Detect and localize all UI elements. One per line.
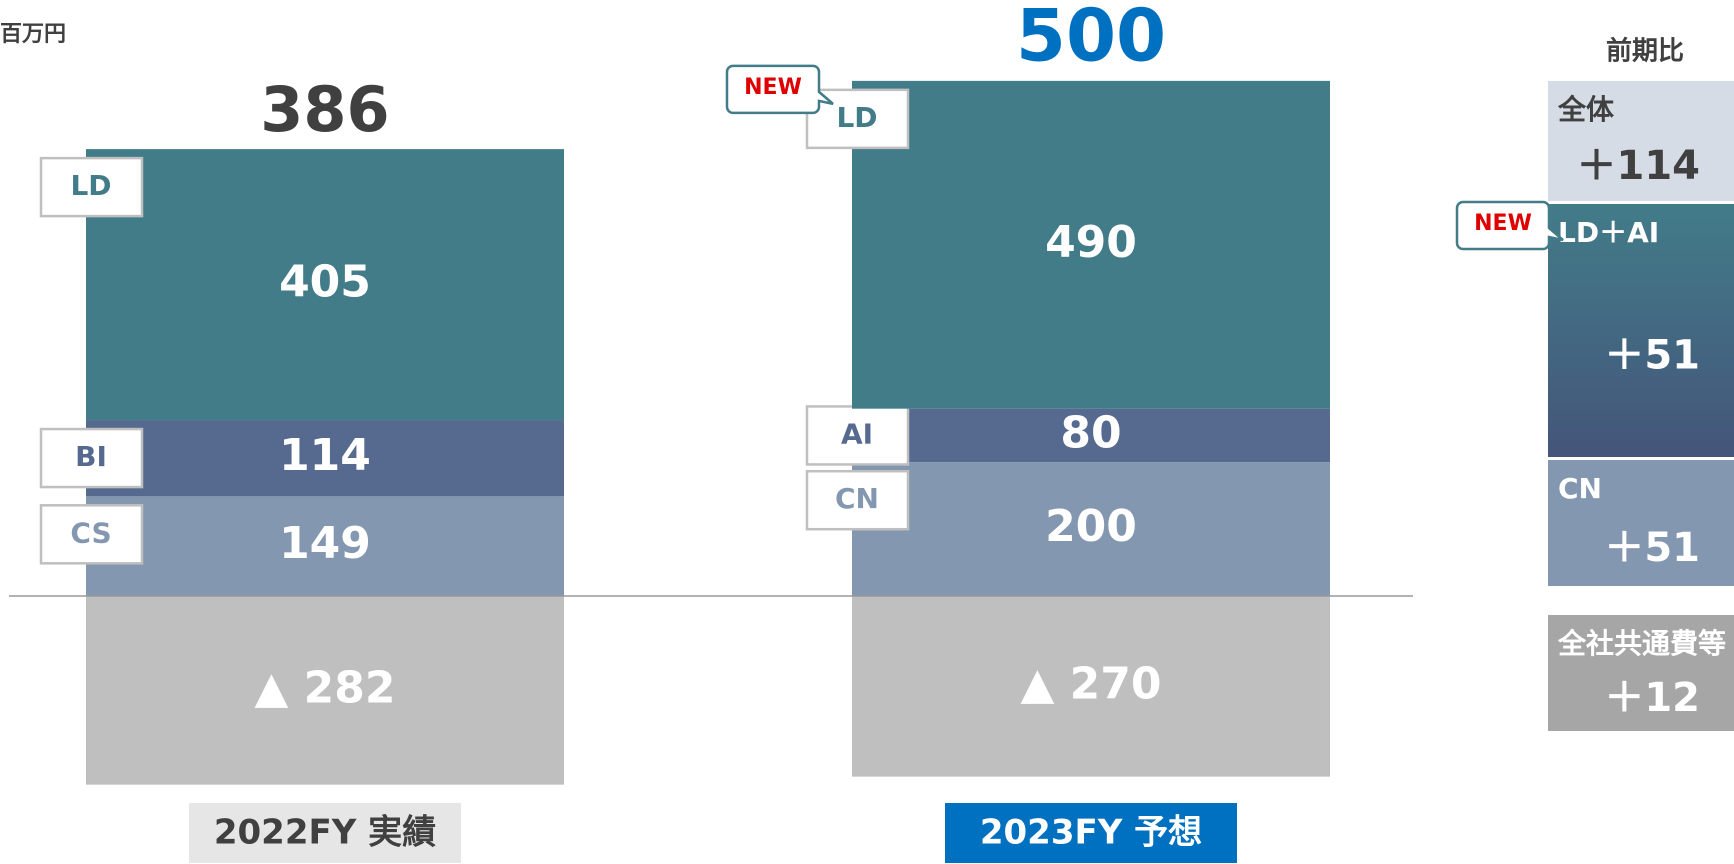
- change-name: CN: [1558, 472, 1602, 505]
- change-value: ＋12: [1604, 675, 1700, 721]
- category-box: [945, 803, 1237, 863]
- change-box: [1548, 460, 1734, 586]
- unit-label: 百万円: [0, 22, 66, 47]
- segment-tag: [805, 405, 910, 466]
- change-name: 全体: [1557, 93, 1615, 126]
- segment-name: AI: [841, 417, 873, 450]
- segment-value: 80: [1060, 407, 1121, 458]
- bar-segment: [852, 462, 1330, 596]
- bar-total: 500: [1016, 0, 1166, 77]
- change-value: ＋51: [1604, 525, 1700, 571]
- bar-segment: [86, 420, 564, 497]
- category-label: 2023FY 予想: [980, 813, 1202, 853]
- negative-value: ▲ 270: [1020, 658, 1161, 709]
- negative-value: ▲ 282: [254, 662, 395, 713]
- segment-name: LD: [836, 101, 877, 134]
- segment-tag: [39, 427, 144, 489]
- badge-text: NEW: [744, 75, 802, 100]
- change-name: LD＋AI: [1558, 216, 1659, 249]
- badge-box: [1455, 200, 1564, 251]
- change-box: [1548, 81, 1734, 201]
- segment-name: CS: [70, 516, 111, 549]
- segment-name: CN: [835, 482, 879, 515]
- segment-value: 490: [1045, 217, 1137, 268]
- segment-value: 149: [279, 518, 371, 569]
- changes-title: 前期比: [1606, 36, 1684, 67]
- change-box: [1548, 615, 1734, 731]
- category-box: [189, 803, 461, 863]
- badge-box: [725, 64, 834, 115]
- change-box: [1548, 204, 1734, 457]
- segment-tag: [805, 469, 910, 531]
- bar-total: 386: [260, 73, 389, 146]
- change-value: ＋51: [1604, 333, 1700, 379]
- segment-value: 114: [279, 430, 371, 481]
- change-value: ＋114: [1577, 143, 1701, 189]
- bar-segment: [86, 149, 564, 421]
- bar-segment: [852, 80, 1330, 409]
- segment-tag: [39, 156, 144, 218]
- badge-text: NEW: [1474, 211, 1532, 236]
- segment-value: 200: [1045, 501, 1137, 552]
- bar-negative: [852, 596, 1330, 777]
- bar-segment: [86, 496, 564, 596]
- segment-value: 405: [279, 257, 371, 308]
- change-name: 全社共通費等: [1557, 627, 1726, 660]
- category-label: 2022FY 実績: [214, 813, 436, 853]
- segment-name: LD: [70, 169, 111, 202]
- segment-name: BI: [75, 440, 107, 473]
- bar-segment: [852, 408, 1330, 463]
- segment-tag: [39, 504, 144, 565]
- bar-negative: [86, 596, 564, 785]
